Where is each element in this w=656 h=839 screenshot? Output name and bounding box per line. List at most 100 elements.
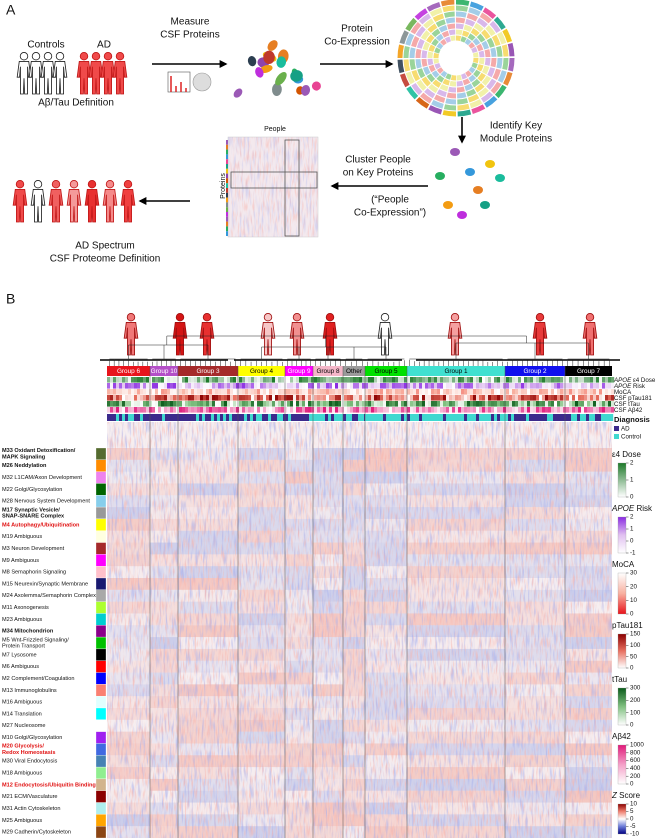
diagnosis-cell <box>268 414 272 421</box>
annotation-cell <box>599 401 603 407</box>
colorbar-tick-label: 5 <box>630 808 634 815</box>
annotation-cell <box>335 389 339 395</box>
annotation-cell <box>431 401 435 407</box>
annotation-cell <box>200 401 204 407</box>
group-bar <box>343 366 365 376</box>
annotation-cell <box>542 395 546 401</box>
group-label: Controls <box>27 40 64 51</box>
annotation-cell <box>437 389 441 395</box>
annotation-cell <box>146 401 150 407</box>
annotation-cell <box>473 407 477 413</box>
annotation-cell <box>371 377 375 383</box>
person-body <box>582 322 598 356</box>
annotation-cell <box>428 401 432 407</box>
module-label: M10 Golgi/Glycosylation <box>2 735 62 741</box>
annotation-cell <box>575 407 579 413</box>
annotation-cell <box>332 377 336 383</box>
annotation-cell <box>359 407 363 413</box>
circos-segment <box>445 73 452 80</box>
circos-segment <box>491 34 501 47</box>
person-body <box>447 322 463 356</box>
diagnosis-cell <box>407 414 411 421</box>
annotation-cell <box>269 389 273 395</box>
annotation-cell <box>329 395 333 401</box>
diagnosis-cell <box>244 414 248 421</box>
annotation-cell <box>116 383 120 389</box>
annotation-cell <box>359 389 363 395</box>
circos-segment <box>466 13 479 22</box>
annotation-cell <box>542 401 546 407</box>
plot-icon <box>167 71 191 93</box>
annotation-cell <box>314 389 318 395</box>
annotation-cell <box>467 407 471 413</box>
circos-segment <box>397 59 405 74</box>
annotation-cell <box>305 401 309 407</box>
person-icon <box>532 313 548 356</box>
circos-segment <box>434 47 441 54</box>
annotation-cell <box>182 407 186 413</box>
annotation-cell <box>266 407 270 413</box>
annotation-cell <box>167 383 171 389</box>
annotation-cell <box>512 395 516 401</box>
annotation-cell <box>590 401 594 407</box>
annotation-cell <box>221 395 225 401</box>
annotation-cell <box>557 377 561 383</box>
circos-segment <box>406 86 419 100</box>
annotation-cell <box>467 377 471 383</box>
annotation-cell <box>176 407 180 413</box>
annotation-cell <box>176 383 180 389</box>
colorbar-tick-label: -10 <box>630 831 640 838</box>
annotation-cell <box>545 377 549 383</box>
annotation-cell <box>602 407 606 413</box>
diagnosis-cell <box>274 414 278 421</box>
annotation-cell <box>284 383 288 389</box>
annotation-cell <box>539 383 543 389</box>
annotation-cell <box>536 383 540 389</box>
annotation-cell <box>389 389 393 395</box>
annotation-cell <box>239 389 243 395</box>
annotation-cell <box>350 377 354 383</box>
annotation-cell <box>155 395 159 401</box>
annotation-cell <box>299 377 303 383</box>
circos-segment <box>426 1 441 12</box>
annotation-cell <box>476 401 480 407</box>
annotation-cell <box>221 401 225 407</box>
annotation-cell <box>398 407 402 413</box>
annotation-cell <box>452 401 456 407</box>
annotation-cell <box>290 395 294 401</box>
annotation-cell <box>353 377 357 383</box>
annotation-cell <box>488 377 492 383</box>
annotation-cell <box>392 389 396 395</box>
annotation-cell <box>125 401 129 407</box>
diagnosis-cell <box>113 414 117 421</box>
circos-segment <box>456 80 464 87</box>
annotation-cell <box>383 401 387 407</box>
annotation-cell <box>452 395 456 401</box>
circos-segment <box>421 76 431 87</box>
annotation-cell <box>548 395 552 401</box>
annotation-cell <box>299 383 303 389</box>
annotation-cell <box>566 407 570 413</box>
annotation-cell <box>581 377 585 383</box>
protein-icon <box>301 85 311 96</box>
annotation-cell <box>347 407 351 413</box>
annotation-cell <box>302 389 306 395</box>
diagnosis-cell <box>386 414 390 421</box>
annotation-cell <box>227 389 231 395</box>
annotation-cell <box>128 383 132 389</box>
annotation-cell <box>605 407 609 413</box>
annotation-cell <box>158 377 162 383</box>
protein-icon <box>485 160 495 168</box>
circos-segment <box>507 42 515 57</box>
module-label: M27 Nucleosome <box>2 723 46 729</box>
annotation-cell <box>398 401 402 407</box>
module-label: M21 ECM/Vasculature <box>2 794 58 800</box>
annotation-cell <box>497 407 501 413</box>
annotation-cell <box>131 395 135 401</box>
diagnosis-cell <box>431 414 435 421</box>
annotation-cell <box>239 383 243 389</box>
diagnosis-cell <box>168 414 172 421</box>
annotation-cell <box>395 395 399 401</box>
annotation-cell <box>509 389 513 395</box>
annotation-cell <box>440 395 444 401</box>
